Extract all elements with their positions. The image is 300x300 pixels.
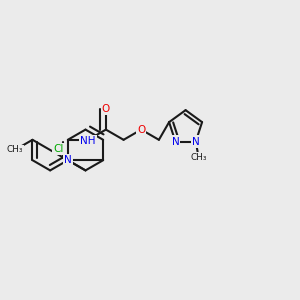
Text: N: N xyxy=(64,155,72,165)
Text: CH₃: CH₃ xyxy=(7,146,23,154)
Text: O: O xyxy=(102,104,110,114)
Text: N: N xyxy=(192,136,200,146)
Text: N: N xyxy=(172,136,179,146)
Text: O: O xyxy=(137,124,146,135)
Text: NH: NH xyxy=(80,136,96,146)
Text: CH₃: CH₃ xyxy=(190,153,207,162)
Text: Cl: Cl xyxy=(53,144,64,154)
